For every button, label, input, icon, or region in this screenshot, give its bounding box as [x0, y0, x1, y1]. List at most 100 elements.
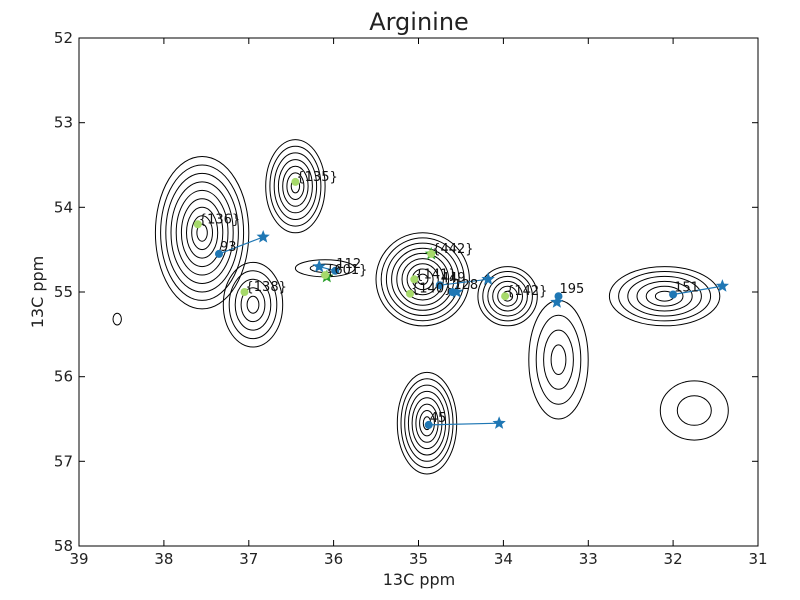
x-tick-label: 31 [748, 550, 767, 568]
contour-line [487, 275, 528, 317]
contour-line [222, 261, 284, 348]
assignment-label: 128 [453, 278, 478, 293]
assignment-point [448, 288, 457, 296]
assignment-line [439, 278, 489, 286]
assignment-star [256, 230, 270, 243]
assignment-label: 45 [430, 411, 447, 426]
x-axis-label: 13C ppm [383, 570, 456, 589]
contour-line [645, 285, 684, 307]
y-tick-label: 58 [54, 537, 73, 555]
ticks-layer: 39 38 37 36 35 34 33 32 31 52 53 54 55 56 57 58 [54, 29, 768, 568]
green-point [291, 177, 300, 186]
assignment-lines-layer [218, 236, 723, 426]
assignment-line [218, 236, 264, 255]
assignment-label: 112 [336, 257, 361, 272]
contour-line [492, 280, 524, 312]
contour-line [608, 266, 721, 327]
assignment-point [435, 281, 444, 290]
contour-line [186, 206, 219, 259]
green-point [406, 289, 414, 298]
x-tick-label: 32 [664, 550, 683, 568]
contour-line [269, 145, 322, 227]
contour-line [160, 164, 245, 301]
contour-line [180, 198, 224, 268]
contour-line [380, 237, 465, 322]
contour-line [175, 189, 229, 276]
x-tick-label: 39 [69, 550, 88, 568]
y-tick-label: 53 [54, 114, 73, 132]
assignment-star [715, 279, 729, 292]
contour-line [228, 270, 278, 340]
assignment-line [672, 285, 723, 296]
green-point [193, 220, 202, 229]
contour-line [550, 344, 567, 376]
x-tick-label: 33 [579, 550, 598, 568]
assignment-point [331, 266, 340, 275]
contour-line [618, 271, 712, 322]
green-point [410, 275, 419, 284]
contour-line [165, 172, 239, 293]
contour-line [401, 258, 444, 301]
y-tick-label: 54 [54, 198, 73, 216]
assignment-line [428, 422, 500, 426]
y-axis-label: 13C ppm [28, 256, 47, 329]
green-point [240, 288, 249, 296]
contour-line [385, 242, 460, 316]
points-layer [193, 177, 729, 429]
x-tick-label: 34 [494, 550, 513, 568]
contour-line [543, 329, 574, 390]
green-point [321, 271, 330, 280]
contour-line [659, 380, 729, 441]
y-tick-label: 52 [54, 29, 73, 47]
contour-line [404, 384, 450, 462]
contour-line [396, 371, 458, 475]
x-tick-label: 37 [239, 550, 258, 568]
green-point [427, 249, 436, 258]
plot-frame [78, 37, 759, 547]
contour-line [627, 275, 702, 317]
assignment-star [312, 259, 326, 273]
contour-line [112, 312, 122, 326]
y-tick-label: 55 [54, 283, 73, 301]
chart-title: Arginine [369, 8, 469, 36]
contour-line [528, 299, 589, 420]
green-point-label: {136} [199, 212, 240, 227]
assignment-star [492, 416, 506, 429]
x-tick-label: 38 [154, 550, 173, 568]
contour-line [415, 403, 439, 443]
assignment-label: 93 [220, 240, 237, 255]
assignment-point [215, 249, 223, 258]
assignment-star [550, 295, 564, 308]
contour-line [375, 232, 470, 327]
assignment-star [450, 285, 464, 298]
green-point-label: {142} [506, 284, 547, 299]
assignment-label: 195 [560, 282, 585, 297]
contour-line [246, 295, 260, 314]
green-point-label: {442} [432, 242, 473, 257]
contour-line [286, 172, 305, 200]
contour-line [636, 280, 693, 312]
x-tick-label: 36 [324, 550, 343, 568]
assignment-star [481, 272, 495, 285]
y-tick-label: 56 [54, 368, 73, 386]
green-point [501, 292, 510, 301]
green-point-label: {135} [296, 170, 337, 185]
assignment-point [424, 420, 433, 429]
contour-line [265, 139, 326, 234]
contour-line [240, 287, 266, 323]
contour-line [535, 314, 582, 405]
contour-line [277, 159, 313, 214]
green-point-label: {138} [246, 280, 287, 295]
assignment-label: 449 [441, 271, 466, 286]
contour-line [419, 410, 435, 437]
contour-line [497, 285, 519, 307]
green-point-label: {140} [411, 282, 452, 297]
contour-line [196, 223, 208, 242]
contour-line [396, 252, 450, 306]
contour-line [482, 271, 533, 322]
contour-line [391, 247, 455, 311]
assignment-point [669, 290, 678, 299]
